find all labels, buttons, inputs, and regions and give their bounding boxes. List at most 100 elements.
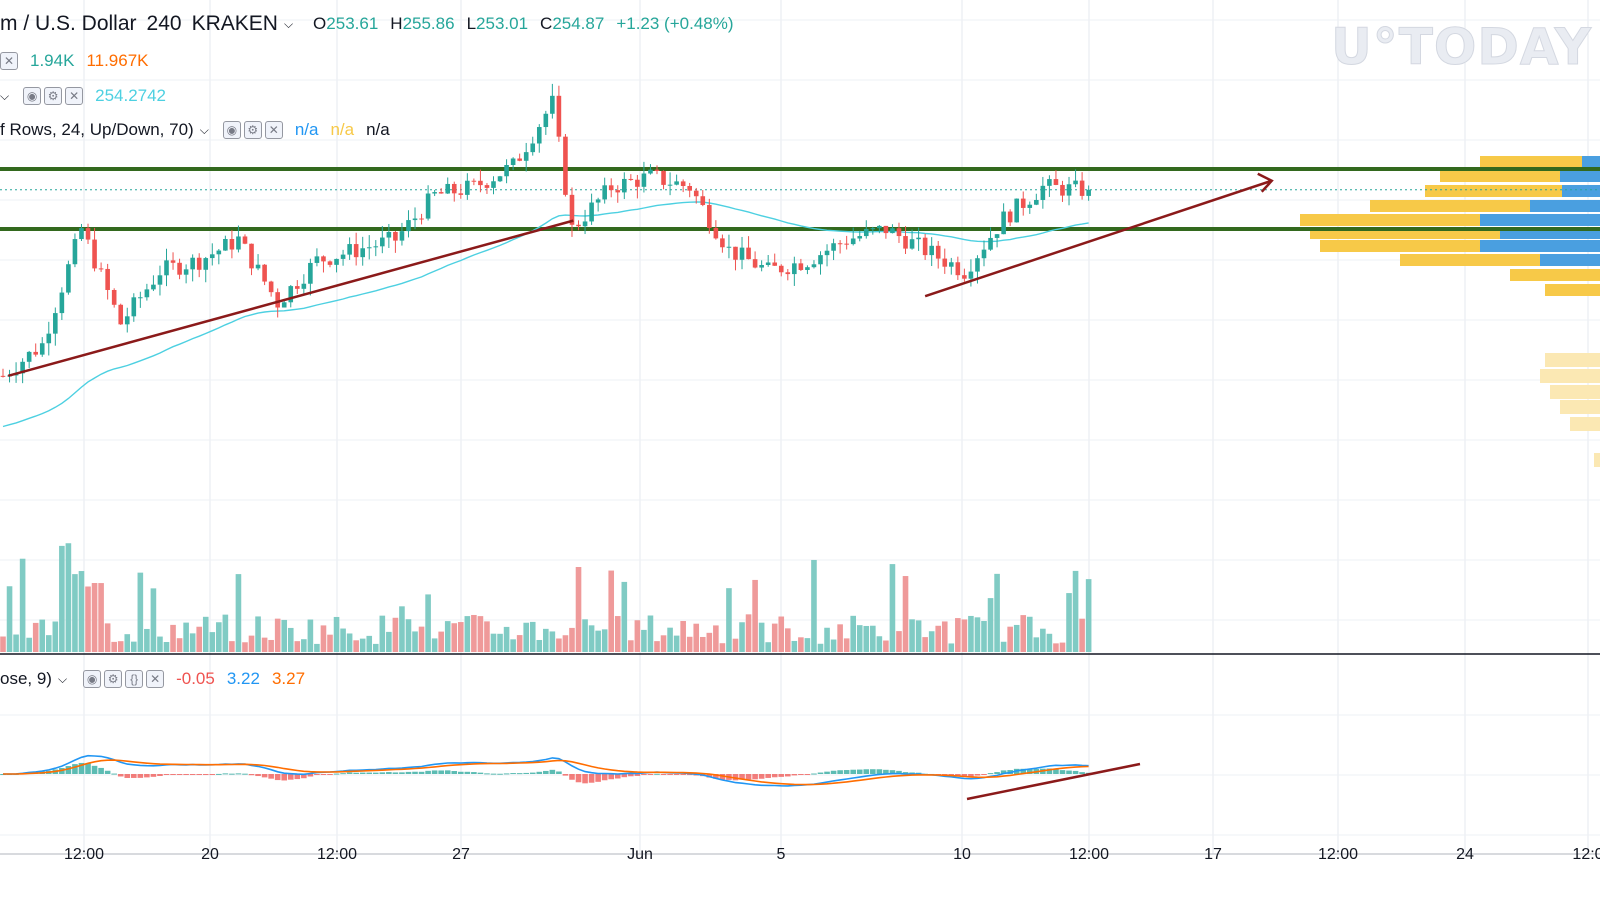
candle-body bbox=[223, 239, 228, 251]
volume-bar bbox=[490, 633, 497, 652]
volume-bar bbox=[359, 638, 366, 652]
candle-body bbox=[445, 183, 451, 194]
x-tick-label: 10 bbox=[953, 846, 971, 863]
vp-label: f Rows, 24, Up/Down, 70) bbox=[0, 120, 194, 139]
candle-body bbox=[929, 245, 934, 256]
volume-bar bbox=[987, 598, 994, 652]
macd-line bbox=[3, 754, 1089, 787]
source-code-icon[interactable]: {} bbox=[125, 670, 144, 688]
volume-bar bbox=[464, 616, 471, 652]
candle-body bbox=[1007, 211, 1013, 223]
candle-body bbox=[687, 185, 692, 191]
candle-body bbox=[877, 225, 882, 229]
volume-bar bbox=[883, 640, 889, 652]
candle-body bbox=[1020, 198, 1026, 208]
volume-bar bbox=[39, 619, 46, 652]
volume-bar bbox=[621, 581, 628, 652]
candle-body bbox=[497, 176, 503, 182]
candle-body bbox=[720, 238, 725, 248]
candle-body bbox=[759, 264, 764, 268]
candle-body bbox=[536, 127, 542, 144]
volume-bar bbox=[713, 625, 719, 652]
volume-bar bbox=[523, 622, 529, 652]
candle-body bbox=[504, 164, 509, 177]
macd-histogram-bar bbox=[745, 774, 752, 780]
macd-histogram-bar bbox=[601, 774, 608, 781]
macd-histogram-bar bbox=[771, 774, 778, 778]
candle-body bbox=[523, 152, 529, 161]
volume-bar bbox=[699, 636, 706, 652]
x-tick-label: 12:00 bbox=[1317, 846, 1359, 863]
candle-body bbox=[857, 236, 863, 239]
macd-histogram-bar bbox=[137, 774, 144, 778]
macd-hist-value: -0.05 bbox=[176, 669, 215, 688]
candle-body bbox=[419, 218, 424, 220]
macd-histogram-bar bbox=[327, 774, 333, 775]
candle-body bbox=[314, 256, 320, 263]
macd-histogram-bar bbox=[608, 774, 615, 780]
close-icon[interactable]: ✕ bbox=[146, 670, 165, 688]
macd-histogram-bar bbox=[889, 770, 896, 774]
x-tick-label: 12:0 bbox=[1572, 846, 1600, 863]
volume-bar bbox=[229, 641, 235, 652]
chevron-down-icon[interactable]: ⌵ bbox=[0, 88, 10, 103]
volume-bar bbox=[1085, 579, 1092, 652]
macd-histogram-bar bbox=[124, 774, 131, 778]
candle-body bbox=[746, 247, 751, 260]
volume-bar bbox=[314, 643, 320, 652]
candle-body bbox=[576, 224, 581, 227]
close-value: 254.87 bbox=[552, 14, 605, 33]
volume-bar bbox=[824, 627, 830, 652]
volume-bar bbox=[529, 621, 536, 652]
macd-histogram-bar bbox=[686, 774, 693, 776]
volume-bar bbox=[948, 643, 955, 652]
chevron-down-icon[interactable]: ⌵ bbox=[283, 16, 294, 31]
volume-bar bbox=[752, 579, 758, 652]
candle-body bbox=[131, 297, 137, 317]
moving-average-line bbox=[2, 201, 1089, 428]
chevron-down-icon[interactable]: ⌵ bbox=[199, 122, 209, 137]
volume-bar bbox=[418, 626, 425, 652]
candle-body bbox=[1053, 179, 1059, 185]
symbol-legend[interactable]: m / U.S. Dollar 240 KRAKEN ⌵ O253.61 H25… bbox=[0, 12, 734, 36]
gear-icon[interactable]: ⚙ bbox=[44, 87, 63, 105]
volume-bar bbox=[111, 641, 117, 652]
volume-bar bbox=[248, 635, 255, 652]
candle-body bbox=[1047, 179, 1052, 186]
volume-bar bbox=[366, 635, 373, 652]
macd-histogram-bar bbox=[987, 773, 994, 775]
candle-body bbox=[988, 237, 993, 250]
candle-body bbox=[870, 228, 876, 230]
vp-bar-faint bbox=[1570, 417, 1600, 431]
eye-icon[interactable]: ◉ bbox=[83, 670, 102, 688]
gear-icon[interactable]: ⚙ bbox=[243, 121, 262, 139]
volume-bar bbox=[628, 640, 634, 652]
close-icon[interactable]: ✕ bbox=[65, 87, 84, 105]
volume-bar bbox=[641, 629, 647, 652]
eye-icon[interactable]: ◉ bbox=[23, 87, 42, 105]
macd-histogram-bar bbox=[484, 773, 490, 775]
candle-body bbox=[772, 262, 778, 266]
volume-bars bbox=[0, 543, 1092, 652]
candle-body bbox=[66, 264, 71, 293]
candle-body bbox=[811, 264, 817, 268]
close-icon[interactable]: ✕ bbox=[264, 121, 283, 139]
volume-bar bbox=[543, 628, 549, 652]
candle-body bbox=[667, 184, 673, 186]
volume-bar bbox=[425, 594, 431, 652]
macd-histogram-bar bbox=[346, 772, 353, 774]
close-icon[interactable]: ✕ bbox=[0, 52, 18, 70]
candle-body bbox=[288, 286, 294, 303]
candle-body bbox=[124, 316, 130, 325]
chevron-down-icon[interactable]: ⌵ bbox=[57, 671, 68, 686]
volume-bar bbox=[6, 586, 13, 652]
gear-icon[interactable]: ⚙ bbox=[104, 670, 123, 688]
volume-bar bbox=[1040, 628, 1046, 652]
macd-histogram-bar bbox=[497, 773, 503, 775]
volume-bar bbox=[353, 640, 359, 652]
volume-bar bbox=[386, 631, 392, 652]
candle-body bbox=[1001, 211, 1006, 235]
volume-bar bbox=[575, 567, 582, 652]
eye-icon[interactable]: ◉ bbox=[222, 121, 241, 139]
